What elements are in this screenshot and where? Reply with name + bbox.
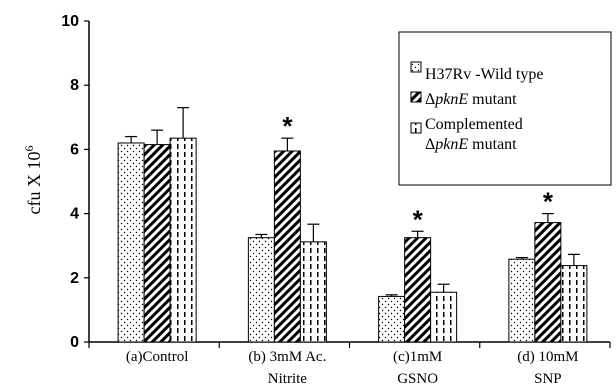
- legend-label-pkne-mutant: ΔpknE mutant: [425, 91, 517, 108]
- x-category-label: (c)1mM: [393, 349, 442, 365]
- bar: [534, 222, 562, 343]
- legend-delta: Δ: [425, 136, 435, 153]
- bar: [169, 137, 197, 343]
- y-axis-label-exponent: 6: [22, 146, 36, 152]
- legend-swatch-complemented: [410, 122, 422, 134]
- bar: [273, 150, 301, 343]
- bar: [299, 241, 327, 343]
- bar: [117, 142, 145, 343]
- significance-marker: *: [282, 111, 293, 141]
- y-tick-label: 6: [70, 141, 79, 158]
- bar: [560, 265, 588, 343]
- legend-label-complemented-line2: ΔpknE mutant: [425, 136, 517, 153]
- x-category-label: Nitrite: [268, 371, 307, 387]
- y-tick-label: 10: [61, 13, 79, 30]
- legend-suffix: mutant: [468, 91, 517, 108]
- y-tick-label: 8: [70, 77, 79, 94]
- significance-marker: *: [413, 204, 424, 234]
- legend-label-complemented-line1: Complemented: [425, 116, 523, 133]
- legend-gene: pknE: [434, 91, 468, 108]
- legend: H37Rv -Wild type ΔpknE mutant Complement…: [398, 31, 612, 186]
- y-tick-label: 4: [70, 206, 79, 223]
- bar: [508, 258, 536, 343]
- x-category-labels: (a)Control (b) 3mM Ac. Nitrite (c)1mM GSNO (d…: [126, 349, 579, 387]
- legend-delta: Δ: [425, 91, 435, 108]
- legend-box: [398, 31, 612, 186]
- y-axis-label-text: cfu X 10: [24, 152, 44, 215]
- y-tick-label: 2: [70, 270, 79, 287]
- x-category-label: (d) 10mM: [517, 349, 578, 365]
- x-category-label: (a)Control: [126, 349, 188, 365]
- y-tick-label: 0: [70, 334, 79, 351]
- legend-suffix: mutant: [468, 136, 517, 153]
- bar: [404, 237, 432, 343]
- x-category-label: SNP: [534, 371, 562, 387]
- y-axis-label: cfu X 106: [22, 146, 44, 215]
- bars: * * *: [117, 107, 588, 343]
- legend-swatch-wild-type: [410, 61, 422, 73]
- y-ticks: 0 2 4 6 8 10: [61, 13, 89, 351]
- x-category-label: GSNO: [397, 371, 438, 387]
- bar: [143, 144, 171, 343]
- bar: [430, 291, 458, 343]
- legend-gene: pknE: [434, 136, 468, 153]
- significance-marker: *: [543, 187, 554, 217]
- bar: [247, 237, 275, 343]
- bar: [378, 295, 406, 343]
- x-category-label: (b) 3mM Ac.: [248, 349, 326, 365]
- legend-label-wild-type: H37Rv -Wild type: [425, 66, 543, 83]
- legend-swatch-pkne-mutant: [410, 91, 422, 103]
